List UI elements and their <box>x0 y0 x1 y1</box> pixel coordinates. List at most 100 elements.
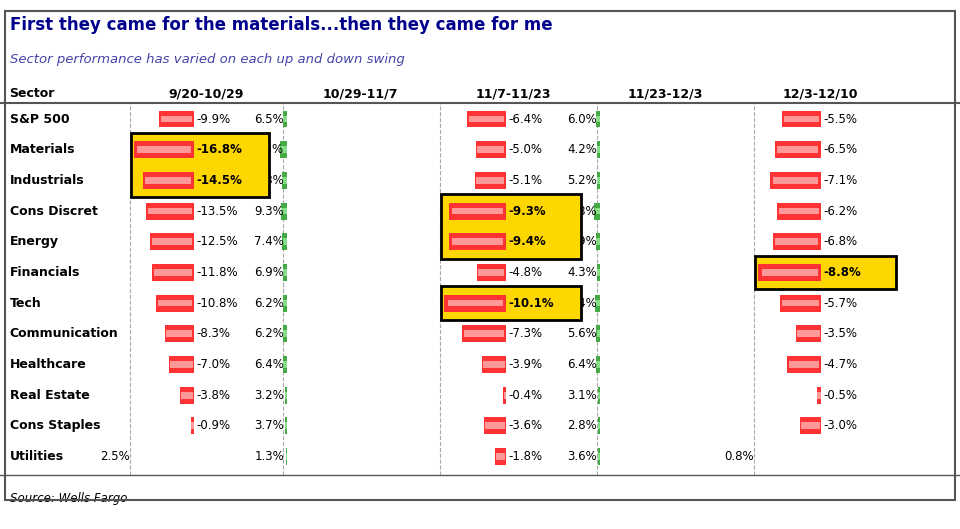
FancyBboxPatch shape <box>595 300 600 306</box>
Text: 8.8%: 8.8% <box>567 205 597 217</box>
FancyBboxPatch shape <box>451 239 503 245</box>
FancyBboxPatch shape <box>283 300 287 306</box>
FancyBboxPatch shape <box>444 295 506 312</box>
FancyBboxPatch shape <box>761 269 818 276</box>
Text: 8.4%: 8.4% <box>567 297 597 309</box>
FancyBboxPatch shape <box>758 264 821 281</box>
Text: S&P 500: S&P 500 <box>10 113 69 125</box>
Text: 4.2%: 4.2% <box>567 143 597 156</box>
Text: Healthcare: Healthcare <box>10 358 86 371</box>
FancyBboxPatch shape <box>598 392 600 398</box>
FancyBboxPatch shape <box>283 325 287 342</box>
FancyBboxPatch shape <box>282 172 287 189</box>
Text: Tech: Tech <box>10 297 41 309</box>
FancyBboxPatch shape <box>596 325 600 342</box>
Text: -4.8%: -4.8% <box>509 266 543 279</box>
FancyBboxPatch shape <box>777 203 821 220</box>
FancyBboxPatch shape <box>789 361 819 368</box>
Text: -9.3%: -9.3% <box>509 205 546 217</box>
FancyBboxPatch shape <box>782 300 819 306</box>
FancyBboxPatch shape <box>596 356 600 373</box>
FancyBboxPatch shape <box>444 295 506 312</box>
FancyBboxPatch shape <box>596 361 600 368</box>
FancyBboxPatch shape <box>775 239 818 245</box>
FancyBboxPatch shape <box>485 423 505 429</box>
FancyBboxPatch shape <box>484 417 506 434</box>
Text: 6.4%: 6.4% <box>254 358 284 371</box>
Text: -3.9%: -3.9% <box>509 358 543 371</box>
FancyBboxPatch shape <box>282 264 287 281</box>
FancyBboxPatch shape <box>761 269 818 276</box>
Text: -3.6%: -3.6% <box>509 419 543 432</box>
FancyBboxPatch shape <box>164 325 194 342</box>
FancyBboxPatch shape <box>755 256 896 289</box>
FancyBboxPatch shape <box>452 208 503 214</box>
FancyBboxPatch shape <box>596 239 600 245</box>
Text: -5.1%: -5.1% <box>509 174 543 187</box>
FancyBboxPatch shape <box>777 147 819 153</box>
Text: 4.3%: 4.3% <box>567 266 597 279</box>
FancyBboxPatch shape <box>152 264 194 281</box>
Text: -0.9%: -0.9% <box>197 419 231 432</box>
Text: 5.6%: 5.6% <box>567 327 597 340</box>
FancyBboxPatch shape <box>597 147 600 153</box>
Text: First they came for the materials...then they came for me: First they came for the materials...then… <box>10 16 552 34</box>
FancyBboxPatch shape <box>597 269 600 276</box>
FancyBboxPatch shape <box>142 172 194 189</box>
Text: -7.0%: -7.0% <box>197 358 231 371</box>
FancyBboxPatch shape <box>594 203 600 220</box>
Text: Source: Wells Fargo: Source: Wells Fargo <box>10 492 127 505</box>
Text: -10.8%: -10.8% <box>197 297 238 309</box>
Text: -7.3%: -7.3% <box>509 327 543 340</box>
FancyBboxPatch shape <box>285 392 287 398</box>
Text: 3.6%: 3.6% <box>567 450 597 463</box>
Text: -8.8%: -8.8% <box>824 266 861 279</box>
Text: -10.1%: -10.1% <box>509 297 555 309</box>
FancyBboxPatch shape <box>597 264 600 281</box>
Text: -9.9%: -9.9% <box>197 113 231 125</box>
Text: 7.8%: 7.8% <box>254 174 284 187</box>
Text: Financials: Financials <box>10 266 80 279</box>
FancyBboxPatch shape <box>462 325 506 342</box>
FancyBboxPatch shape <box>160 116 192 122</box>
FancyBboxPatch shape <box>283 331 287 337</box>
FancyBboxPatch shape <box>594 295 600 312</box>
FancyBboxPatch shape <box>598 417 600 434</box>
Text: -12.5%: -12.5% <box>197 235 238 248</box>
FancyBboxPatch shape <box>134 141 194 158</box>
FancyBboxPatch shape <box>280 147 287 153</box>
FancyBboxPatch shape <box>797 331 820 337</box>
FancyBboxPatch shape <box>771 172 821 189</box>
FancyBboxPatch shape <box>477 147 504 153</box>
Text: 9.3%: 9.3% <box>254 205 284 217</box>
Text: -3.0%: -3.0% <box>824 419 857 432</box>
Text: Cons Staples: Cons Staples <box>10 419 100 432</box>
FancyBboxPatch shape <box>484 361 505 368</box>
Text: -13.5%: -13.5% <box>197 205 238 217</box>
Text: -1.8%: -1.8% <box>509 450 543 463</box>
FancyBboxPatch shape <box>131 133 269 197</box>
FancyBboxPatch shape <box>447 300 503 306</box>
Text: 7.4%: 7.4% <box>254 235 284 248</box>
Text: Energy: Energy <box>10 235 59 248</box>
Text: -4.7%: -4.7% <box>824 358 858 371</box>
FancyBboxPatch shape <box>283 116 287 122</box>
Text: 10/29-11/7: 10/29-11/7 <box>323 87 397 101</box>
FancyBboxPatch shape <box>801 423 820 429</box>
FancyBboxPatch shape <box>597 177 600 184</box>
FancyBboxPatch shape <box>282 233 287 250</box>
FancyBboxPatch shape <box>781 111 821 127</box>
FancyBboxPatch shape <box>451 239 503 245</box>
Text: -5.7%: -5.7% <box>824 297 858 309</box>
FancyBboxPatch shape <box>282 177 287 184</box>
FancyBboxPatch shape <box>449 203 506 220</box>
FancyBboxPatch shape <box>137 147 191 153</box>
FancyBboxPatch shape <box>448 233 506 250</box>
Text: 6.0%: 6.0% <box>567 113 597 125</box>
FancyBboxPatch shape <box>596 233 600 250</box>
FancyBboxPatch shape <box>773 233 821 250</box>
Text: Communication: Communication <box>10 327 118 340</box>
FancyBboxPatch shape <box>448 233 506 250</box>
Text: -14.5%: -14.5% <box>197 174 243 187</box>
FancyBboxPatch shape <box>596 111 600 127</box>
